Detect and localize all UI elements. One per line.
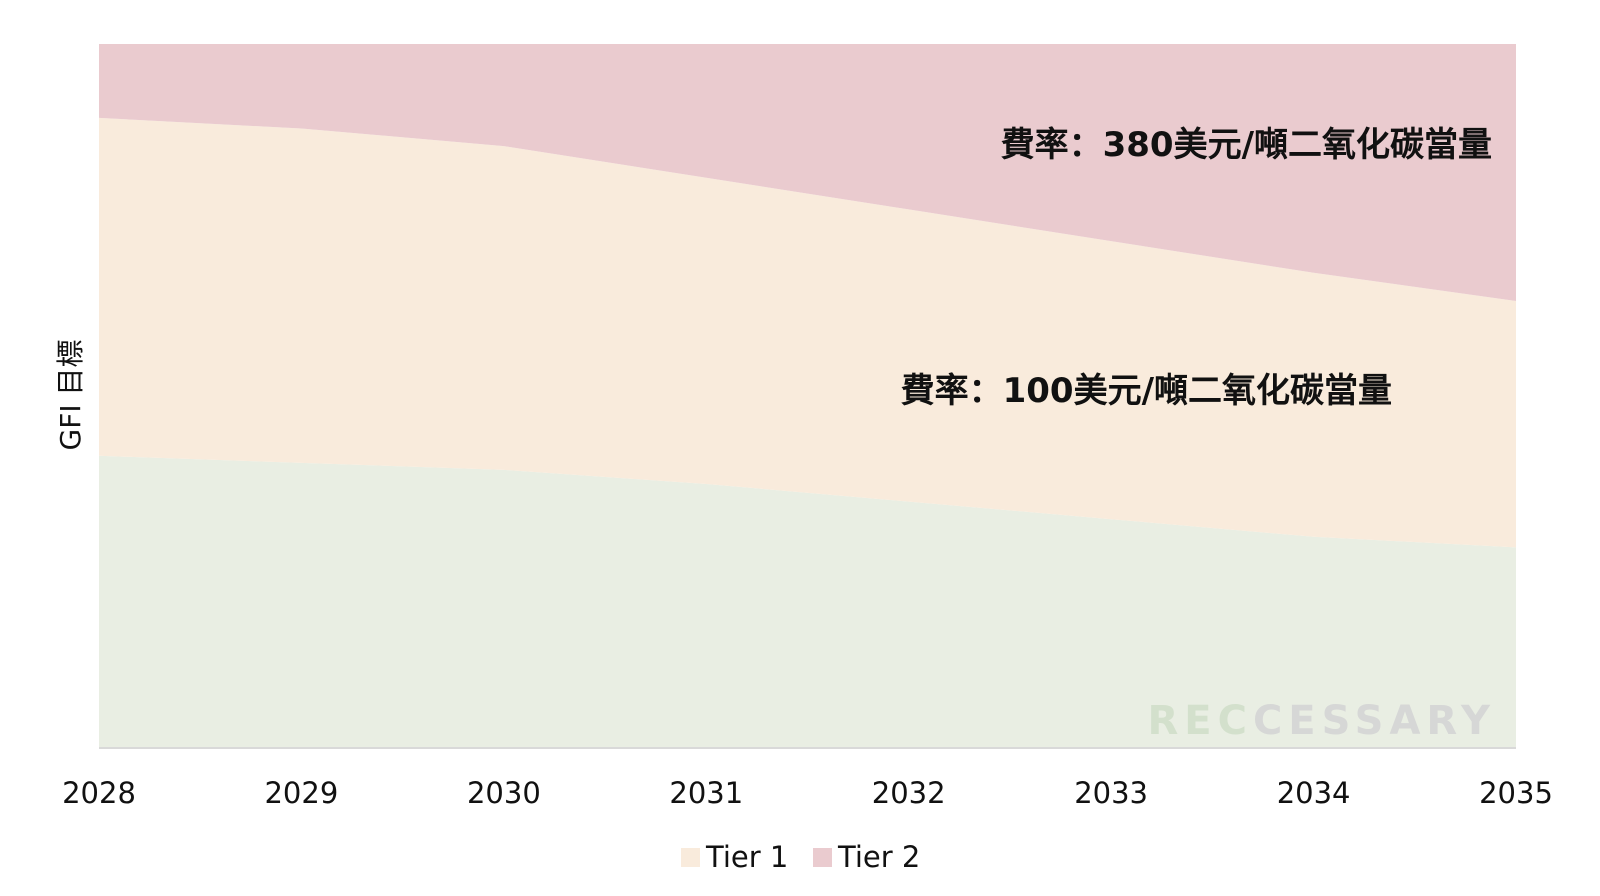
legend-swatch-tier2 [813, 848, 832, 867]
x-tick-label: 2034 [1277, 776, 1351, 810]
area-layers [99, 44, 1516, 748]
x-tick-label: 2028 [62, 776, 136, 810]
legend-swatch-tier1 [681, 848, 700, 867]
x-tick-label: 2033 [1074, 776, 1148, 810]
area-series-compliant [99, 455, 1516, 748]
reccessary-watermark-logo: RECCESSARY [1147, 698, 1496, 744]
area-series-tier2 [99, 44, 1516, 301]
area-series-tier1 [99, 117, 1516, 548]
x-tick-label: 2032 [872, 776, 946, 810]
legend-label-tier2: Tier 2 [837, 840, 920, 874]
legend-label-tier1: Tier 1 [705, 840, 788, 874]
watermark-dark-text: CESSARY [1253, 698, 1496, 744]
legend: Tier 1 Tier 2 [681, 840, 920, 874]
x-tick-label: 2030 [467, 776, 541, 810]
tier2-rate-annotation: 費率：380美元/噸二氧化碳當量 [1001, 125, 1492, 165]
x-tick-label: 2029 [264, 776, 338, 810]
watermark-light-text: REC [1147, 698, 1252, 744]
tier1-rate-annotation: 費率：100美元/噸二氧化碳當量 [901, 371, 1392, 411]
x-tick-label: 2031 [669, 776, 743, 810]
x-tick-label: 2035 [1479, 776, 1553, 810]
y-axis-label: GFI 目標 [54, 340, 87, 451]
x-axis-ticks: 2028 2029 2030 2031 2032 2033 2034 2035 [62, 776, 1553, 810]
